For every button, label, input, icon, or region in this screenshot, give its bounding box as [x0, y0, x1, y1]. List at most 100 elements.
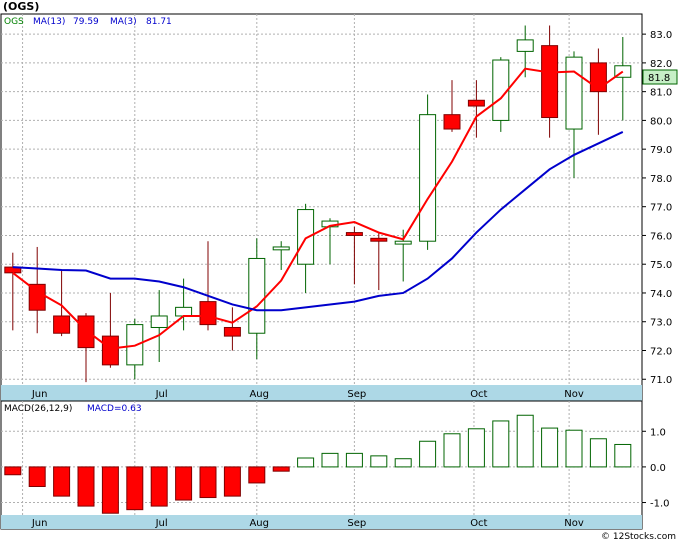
candle-body-down — [101, 335, 119, 366]
macd-bar-positive — [516, 414, 534, 468]
price-month-label: Aug — [249, 389, 269, 400]
macd-tick-label: 1.0 — [650, 427, 666, 438]
price-month-band — [1, 385, 642, 401]
macd-tick-label: 0.0 — [650, 463, 666, 474]
macd-bar-negative — [53, 466, 71, 497]
price-tick-label: 83.0 — [650, 30, 672, 41]
macd-histogram — [4, 414, 632, 514]
macd-bar-positive — [419, 440, 437, 468]
candle-body-up — [248, 257, 266, 334]
legend-symbol: OGS — [4, 17, 24, 27]
price-grid — [1, 14, 642, 385]
chart-title: (OGS) — [3, 0, 40, 13]
price-tick-label: 80.0 — [650, 116, 672, 127]
ma13-line — [12, 131, 624, 312]
macd-bar-positive — [394, 458, 412, 468]
macd-month-band — [1, 515, 642, 529]
macd-bar-negative — [175, 466, 193, 501]
macd-bar-positive — [321, 452, 339, 468]
macd-bar-negative — [4, 466, 22, 476]
macd-bar-positive — [345, 452, 363, 468]
macd-bar-negative — [28, 466, 46, 487]
candle-body-down — [443, 114, 461, 130]
price-month-label: Jun — [31, 389, 48, 400]
price-month-label: Oct — [470, 389, 487, 400]
candlestick-series — [4, 25, 632, 383]
macd-bar-positive — [589, 438, 607, 468]
candle-body-up — [419, 114, 437, 242]
macd-bar-positive — [565, 429, 583, 468]
candle-body-up — [492, 59, 510, 121]
macd-bar-negative — [77, 466, 95, 507]
candle-body-up — [175, 306, 193, 317]
candle-body-down — [77, 315, 95, 349]
candle-body-up — [272, 246, 290, 251]
macd-bar-negative — [248, 466, 266, 484]
macd-bar-negative — [223, 466, 241, 497]
macd-month-label: Aug — [249, 518, 269, 529]
candle-body-down — [589, 62, 607, 93]
last-price-tag — [642, 69, 678, 85]
legend-ma3-label: MA(3) — [110, 17, 137, 27]
candle-body-down — [53, 315, 71, 334]
macd-month-labels: Jun Jul Aug Sep Oct Nov — [31, 518, 584, 529]
price-tick-label: 75.0 — [650, 260, 672, 271]
price-y-axis: 71.0 72.0 73.0 74.0 75.0 76.0 77.0 78.0 79.0 80.0… — [642, 30, 672, 386]
moving-average-lines — [12, 67, 624, 350]
price-tick-label: 73.0 — [650, 318, 672, 329]
macd-bar-positive — [467, 428, 485, 468]
price-tick-label: 78.0 — [650, 174, 672, 185]
macd-month-label: Jun — [31, 518, 48, 529]
macd-month-label: Sep — [347, 518, 366, 529]
legend-ma13-label: MA(13) — [33, 17, 65, 27]
price-tick-label: 79.0 — [650, 145, 672, 156]
candle-body-up — [565, 56, 583, 130]
macd-bar-negative — [101, 466, 119, 514]
macd-bar-positive — [492, 420, 510, 468]
macd-bar-positive — [297, 457, 315, 468]
legend-ma3-value: 81.71 — [146, 17, 172, 27]
macd-bar-positive — [614, 443, 632, 468]
macd-bar-positive — [443, 433, 461, 468]
macd-tick-label: -1.0 — [650, 499, 670, 510]
price-tick-label: 72.0 — [650, 346, 672, 357]
macd-y-axis: -1.0 0.0 1.0 — [642, 427, 670, 510]
price-month-labels: Jun Jul Aug Sep Oct Nov — [31, 389, 584, 400]
candle-body-down — [467, 99, 485, 107]
candle-body-down — [28, 283, 46, 311]
price-tick-label: 81.0 — [650, 88, 672, 99]
price-tick-label: 76.0 — [650, 231, 672, 242]
price-tick-label: 74.0 — [650, 289, 672, 300]
candle-body-down — [223, 326, 241, 337]
legend-ma13-value: 79.59 — [73, 17, 99, 27]
price-tick-label: 71.0 — [650, 375, 672, 386]
price-month-label: Sep — [347, 389, 366, 400]
macd-month-label: Jul — [155, 518, 168, 529]
macd-bar-negative — [126, 466, 144, 511]
macd-bar-negative — [272, 466, 290, 472]
macd-legend-value: MACD=0.63 — [87, 404, 142, 414]
candle-body-down — [541, 45, 559, 119]
macd-legend-label: MACD(26,12,9) — [4, 404, 72, 414]
macd-bar-negative — [199, 466, 217, 499]
macd-bar-positive — [370, 455, 388, 468]
candle-body-down — [370, 237, 388, 242]
ma3-line — [12, 67, 624, 350]
price-month-label: Nov — [564, 389, 584, 400]
candle-body-up — [150, 315, 168, 328]
macd-bar-negative — [150, 466, 168, 507]
macd-bar-positive — [541, 427, 559, 468]
footer-credit: © 12Stocks.com — [601, 532, 676, 542]
price-tick-label: 82.0 — [650, 59, 672, 70]
macd-month-label: Oct — [470, 518, 487, 529]
candle-body-down — [199, 301, 217, 326]
candle-body-up — [297, 209, 315, 265]
candle-body-up — [394, 240, 412, 245]
macd-month-label: Nov — [564, 518, 584, 529]
candle-body-down — [345, 232, 363, 236]
price-tick-label: 77.0 — [650, 203, 672, 214]
last-price-label: 81.8 — [648, 73, 670, 84]
price-month-label: Jul — [155, 389, 168, 400]
candle-body-up — [516, 39, 534, 52]
